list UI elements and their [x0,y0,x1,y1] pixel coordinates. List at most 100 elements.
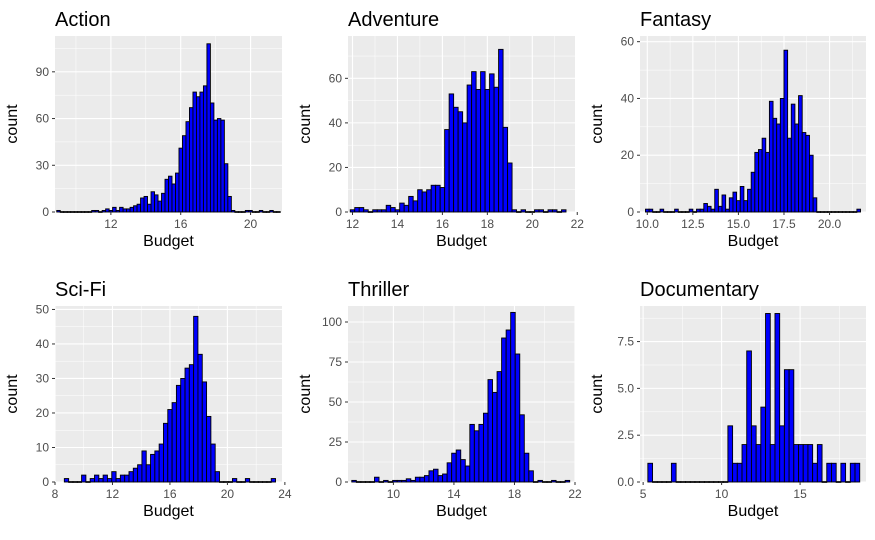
histogram-bar [240,481,246,483]
histogram-bar [133,205,138,213]
histogram-bar [768,100,774,213]
histogram-bar [464,465,471,483]
x-tick-label: 14 [391,217,405,231]
histogram-bar [680,481,686,483]
histogram-bar [364,481,371,483]
histogram-bar [122,208,128,213]
histogram-bar [460,459,466,483]
histogram-bar [659,208,665,213]
histogram-bar [105,208,110,213]
histogram-bar [56,209,61,213]
histogram-bar [561,209,567,213]
histogram-bar [202,85,208,213]
histogram-bar [150,191,155,213]
histogram-bar [171,402,177,483]
histogram-bar [253,481,259,483]
x-tick-label: 12 [104,217,118,231]
histogram-bar [774,313,781,483]
x-tick-label: 16 [163,487,177,501]
histogram-bar [210,443,216,483]
histogram-bar [747,188,752,213]
histogram-bar [520,209,527,213]
histogram-bar [451,452,457,483]
histogram-bar [85,481,91,483]
panel-2: 0 20 40 60 10.0 12.5 15.0 17.5 20.0 Fantasy Budget… [589,9,866,250]
histogram-bar [670,211,676,213]
histogram-bar [403,204,410,213]
histogram-bar [769,444,776,483]
y-tick-label: 100 [322,315,342,329]
histogram-bar [244,209,250,213]
histogram-bar [708,481,715,483]
histogram-bar [511,209,518,213]
histogram-bar [760,406,767,483]
histogram-bar [193,315,199,483]
histogram-bar [367,211,374,213]
x-tick-label: 20 [221,487,235,501]
histogram-bar [706,205,712,213]
histogram-bar [269,209,274,213]
histogram-bar [421,191,428,213]
x-tick-label: 10.0 [636,217,660,231]
histogram-bar [755,444,762,483]
histogram-bar [555,481,562,483]
histogram-bar [478,423,484,483]
histogram-bar [783,49,789,213]
histogram-bar [532,481,539,483]
histogram-bar [732,462,738,483]
histogram-bar [137,464,143,483]
y-tick-label: 60 [621,35,635,49]
histogram-bar [185,121,190,213]
histogram-bar [457,111,464,213]
histogram-bar [538,209,544,213]
histogram-bar [849,462,856,483]
panel-title: Documentary [640,279,759,301]
histogram-bar [66,211,72,213]
histogram-bar [234,211,239,213]
x-tick-label: 14 [447,487,461,501]
histogram-bar [821,481,828,483]
bars [56,43,281,213]
histogram-bar [175,172,180,213]
histogram-bar [779,98,785,213]
histogram-bar [94,474,100,483]
histogram-bar [501,337,507,483]
histogram-bar [444,129,450,213]
histogram-bar [750,425,757,483]
histogram-bar [856,208,861,213]
histogram-bar [376,209,383,213]
histogram-bar [112,206,117,213]
histogram-bar [360,481,366,483]
x-tick-label: 20.0 [818,217,842,231]
histogram-bar [721,194,727,213]
y-tick-label: 10 [36,440,50,454]
histogram-bar [750,171,756,213]
histogram-bar [145,464,151,483]
histogram-bar [823,211,829,213]
histogram-bar [231,478,238,483]
histogram-bar [132,467,139,483]
histogram-bar [378,481,385,483]
histogram-bar [392,479,398,483]
histogram-bar [648,208,654,213]
histogram-bar [718,481,724,483]
histogram-bar [772,117,778,213]
histogram-bar [498,48,504,213]
x-tick-label: 15 [793,487,807,501]
histogram-bar [437,475,444,483]
y-tick-label: 20 [621,148,635,162]
histogram-bar [677,211,683,213]
histogram-bar [111,471,117,483]
histogram-bar [408,195,414,213]
x-tick-label: 16 [174,217,188,231]
histogram-bar [849,211,854,213]
histogram-bar [652,481,658,483]
y-tick-label: 0 [42,205,49,219]
panel-title: Sci-Fi [55,279,106,301]
histogram-bar [647,462,654,483]
histogram-bar [473,430,480,483]
histogram-bar [84,211,89,213]
y-tick-label: 2.5 [617,428,634,442]
histogram-bar [126,208,131,213]
